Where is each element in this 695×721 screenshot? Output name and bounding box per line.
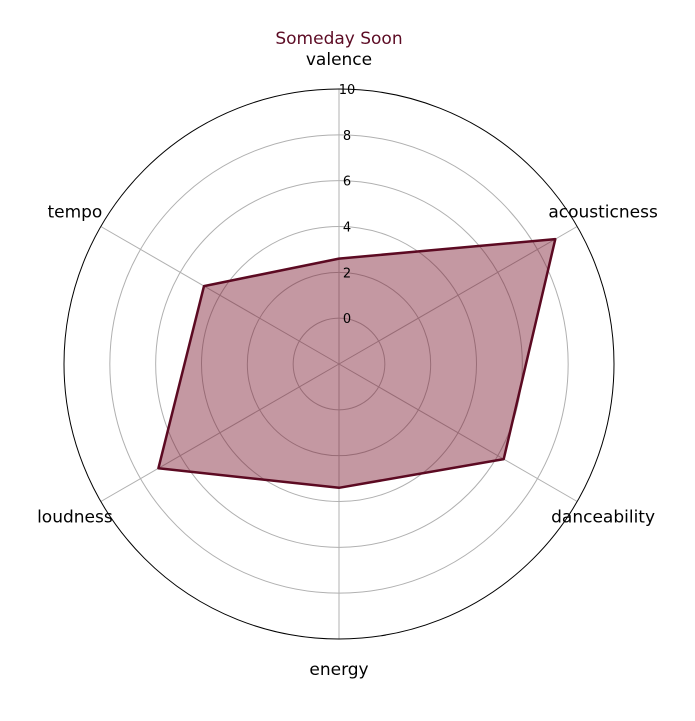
axis-label-loudness: loudness <box>37 508 113 528</box>
series-layer <box>157 237 557 490</box>
axis-label-layer: valence acousticness danceability energy lou… <box>37 50 658 680</box>
tick-layer: 0 2 4 6 8 10 <box>339 83 356 327</box>
axis-label-valence: valence <box>306 50 372 70</box>
grid-ring-8 <box>109 134 569 594</box>
grid-ring-4 <box>201 226 477 502</box>
grid-ring-6 <box>155 180 523 548</box>
grid-ring-0 <box>292 317 386 411</box>
r-tick-label: 8 <box>343 129 351 144</box>
series-fill <box>158 239 556 488</box>
axis-label-acousticness: acousticness <box>548 203 658 223</box>
grid-ring-2 <box>246 271 432 457</box>
r-tick-label: 10 <box>339 83 356 98</box>
r-tick-label: 4 <box>343 221 351 236</box>
axis-label-energy: energy <box>309 660 368 680</box>
grid-layer <box>63 88 615 640</box>
axis-label-danceability: danceability <box>551 508 655 528</box>
axis-label-tempo: tempo <box>47 203 102 223</box>
series-line <box>157 237 557 490</box>
r-tick-label: 6 <box>343 175 351 190</box>
outer-frame <box>63 88 615 640</box>
r-tick-label: 2 <box>343 266 351 281</box>
chart-title: Someday Soon <box>275 29 402 49</box>
r-tick-label: 0 <box>343 312 351 327</box>
